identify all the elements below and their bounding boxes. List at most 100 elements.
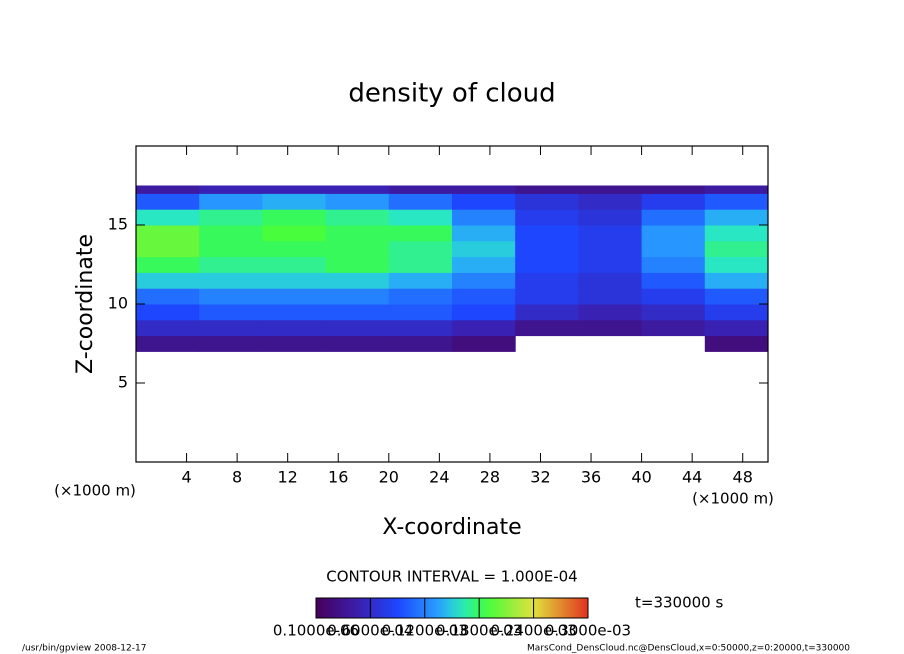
heat-cell	[325, 319, 390, 337]
heat-cell	[388, 193, 453, 210]
y-axis-label: Z-coordinate	[73, 234, 98, 374]
heat-cell	[578, 185, 643, 194]
heat-cell	[136, 256, 200, 273]
footer-right: MarsCond_DensCloud.nc@DensCloud,x=0:5000…	[527, 644, 850, 654]
heat-cell	[136, 288, 200, 305]
heat-cell	[704, 209, 769, 226]
x-tick-label: 28	[480, 468, 500, 487]
x-tick-label: 36	[581, 468, 601, 487]
heat-cell	[136, 335, 200, 352]
heat-cell	[199, 193, 263, 210]
heat-cell	[136, 272, 200, 289]
heat-cell	[641, 319, 706, 337]
heat-cell	[515, 272, 579, 289]
heat-cell	[578, 272, 643, 289]
heat-cell	[704, 335, 769, 352]
contour-interval: CONTOUR INTERVAL = 1.000E-04	[326, 568, 577, 586]
colorbar-tick-label: 0.2400e-03	[490, 622, 576, 640]
heat-cell	[704, 256, 769, 273]
heat-cell	[136, 185, 200, 194]
heat-cell	[388, 304, 453, 321]
heat-cell	[325, 256, 390, 273]
heat-cell	[452, 185, 516, 194]
colorbar-tick-label: 0.1000e-06	[273, 622, 359, 640]
colorbar	[315, 597, 589, 619]
heat-cell	[199, 240, 263, 258]
time-label: t=330000 s	[635, 594, 723, 612]
heat-cell	[641, 240, 706, 258]
x-tick-label: 12	[278, 468, 298, 487]
heat-cell	[388, 185, 453, 194]
heat-cell	[515, 185, 579, 194]
heat-cell	[452, 256, 516, 273]
colorbar-tick-label: 0.6000e-04	[327, 622, 413, 640]
heat-cell	[452, 272, 516, 289]
heat-cell	[136, 193, 200, 210]
heat-cell	[325, 225, 390, 242]
heat-cell	[262, 256, 327, 273]
heat-cell	[136, 240, 200, 258]
heat-cell	[262, 272, 327, 289]
heat-cell	[641, 288, 706, 305]
heat-cell	[388, 240, 453, 258]
heat-cell	[262, 240, 327, 258]
heat-cell	[515, 304, 579, 321]
heat-cell	[388, 288, 453, 305]
x-tick-label: 20	[379, 468, 399, 487]
heat-cell	[704, 240, 769, 258]
heat-cell	[199, 256, 263, 273]
heat-cell	[199, 272, 263, 289]
heat-cell	[325, 304, 390, 321]
heatmap	[136, 185, 769, 352]
heat-cell	[262, 304, 327, 321]
heat-cell	[578, 288, 643, 305]
x-tick-label: 48	[733, 468, 753, 487]
heat-cell	[452, 304, 516, 321]
heat-cell	[136, 319, 200, 337]
heat-cell	[704, 319, 769, 337]
heat-cell	[641, 193, 706, 210]
heat-cell	[641, 304, 706, 321]
heat-cell	[325, 288, 390, 305]
y-tick-label: 5	[118, 373, 128, 392]
heat-cell	[199, 304, 263, 321]
heat-cell	[136, 304, 200, 321]
heat-cell	[452, 288, 516, 305]
heat-cell	[262, 319, 327, 337]
heat-cell	[578, 240, 643, 258]
heat-cell	[262, 225, 327, 242]
heat-cell	[515, 225, 579, 242]
heat-cell	[136, 225, 200, 242]
footer-left: /usr/bin/gpview 2008-12-17	[22, 644, 146, 654]
heat-cell	[578, 225, 643, 242]
heat-cell	[262, 185, 327, 194]
heat-cell	[515, 240, 579, 258]
heat-cell	[199, 335, 263, 352]
heat-cell	[388, 335, 453, 352]
heat-cell	[515, 288, 579, 305]
heat-cell	[388, 272, 453, 289]
heat-cell	[641, 185, 706, 194]
heat-cell	[704, 193, 769, 210]
heat-cell	[452, 240, 516, 258]
heat-cell	[704, 185, 769, 194]
heat-cell	[262, 288, 327, 305]
heat-cell	[452, 193, 516, 210]
heat-cell	[515, 256, 579, 273]
heat-cell	[325, 193, 390, 210]
heat-cell	[578, 319, 643, 337]
x-tick-label: 16	[328, 468, 348, 487]
heat-cell	[199, 225, 263, 242]
heat-cell	[388, 225, 453, 242]
heat-cell	[325, 272, 390, 289]
heat-cell	[704, 225, 769, 242]
heat-cell	[325, 335, 390, 352]
heat-cell	[641, 209, 706, 226]
heat-cell	[578, 304, 643, 321]
heat-cell	[578, 256, 643, 273]
x-axis-label: X-coordinate	[382, 515, 521, 540]
x-tick-label: 24	[429, 468, 449, 487]
colorbar-tick-label: 0.1800e-03	[436, 622, 522, 640]
heat-cell	[515, 193, 579, 210]
